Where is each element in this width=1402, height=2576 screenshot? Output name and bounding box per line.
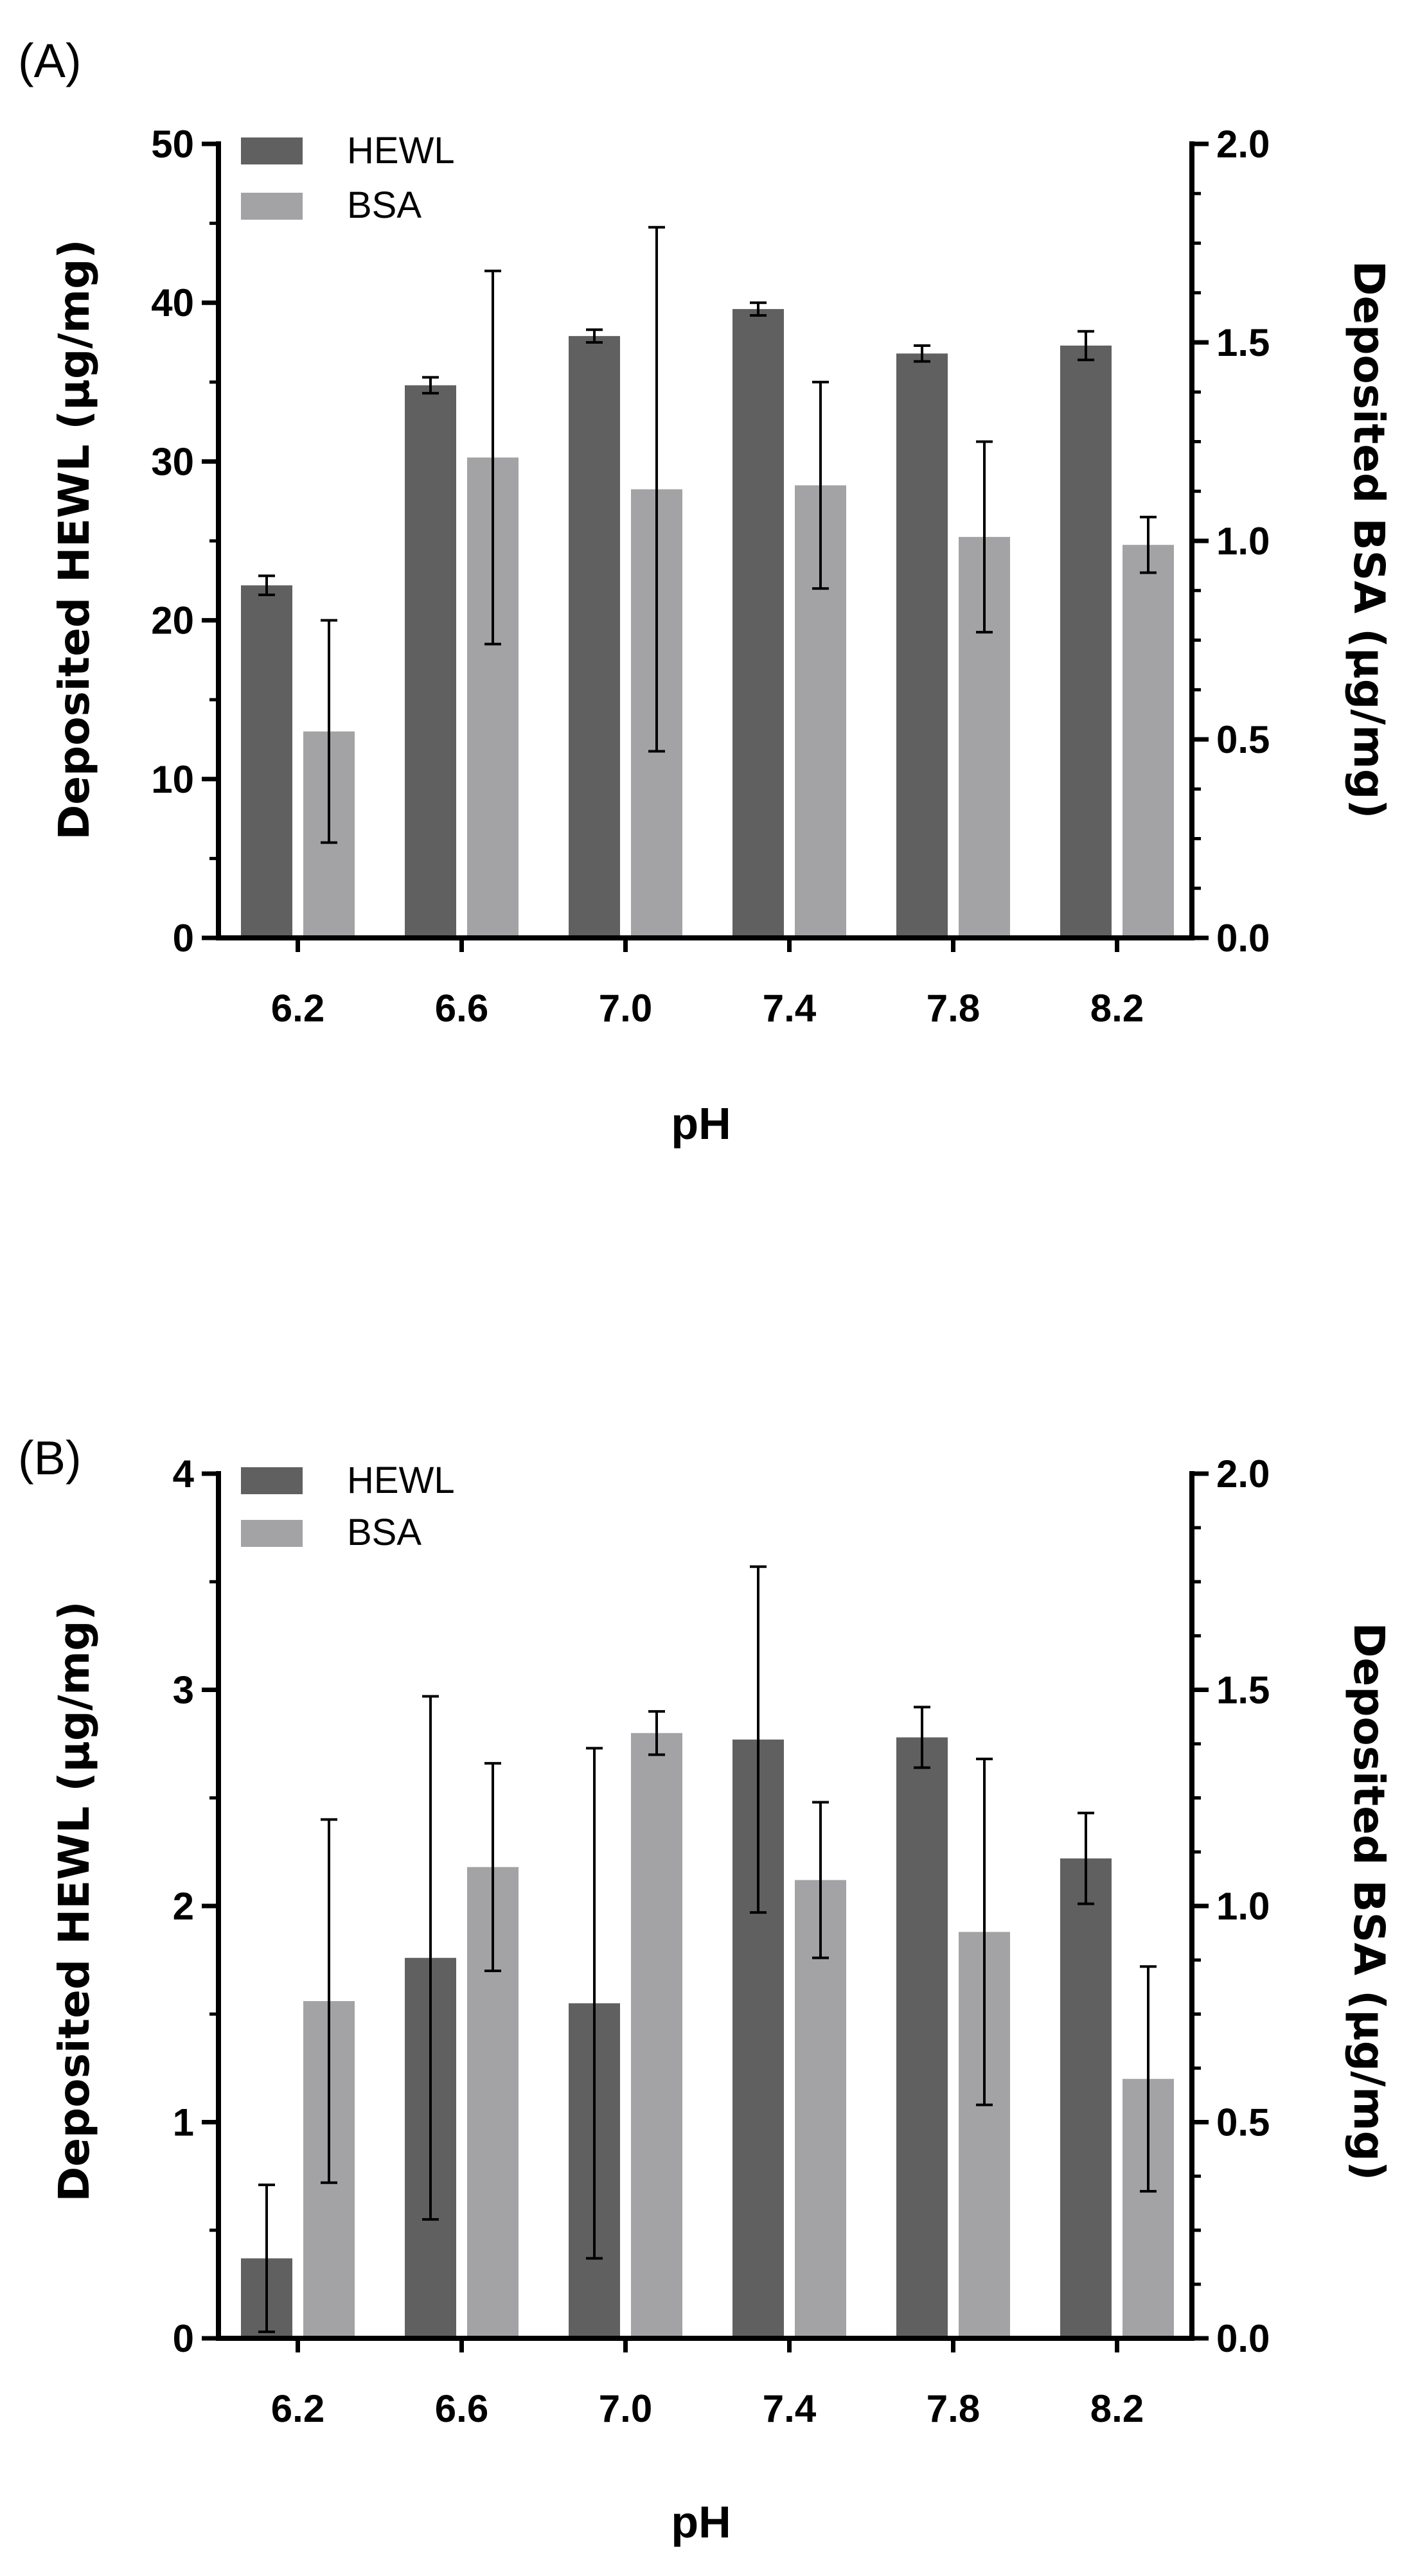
panel-b-x-tick-label-7.4: 7.4 bbox=[763, 2387, 817, 2430]
panel-a-left-tick-label: 10 bbox=[151, 758, 194, 801]
panel-a-plot-area: 0 10 20 30 40 50 0.0 0.5 1.0 1.5 2.0 6.2 6.6 7.0 7.4 7.… bbox=[151, 123, 1270, 1030]
panel-b-x-tick-label-8.2: 8.2 bbox=[1090, 2387, 1144, 2430]
panel-b-errorbar-bsa-6.6 bbox=[484, 1761, 501, 1972]
panel-b-x-tick-label-7.0: 7.0 bbox=[599, 2387, 652, 2430]
panel-b-errorbar-hewl-7.0 bbox=[586, 1747, 603, 2260]
panel-a-left-tick-label: 40 bbox=[151, 281, 194, 324]
panel-a-right-tick-label: 1.0 bbox=[1216, 520, 1270, 563]
panel-a-chart: (A) Deposited HEWL (μg/mg) Deposited BSA… bbox=[18, 34, 1394, 1149]
panel-a-errorbar-bsa-6.6 bbox=[484, 269, 501, 646]
panel-b-legend-bsa-swatch bbox=[241, 1520, 303, 1547]
panel-a-left-axis-title: Deposited HEWL (μg/mg) bbox=[49, 240, 99, 840]
panel-a-legend-bsa-swatch bbox=[241, 193, 303, 220]
panel-a-legend-hewl-label: HEWL bbox=[347, 130, 455, 172]
panel-a-errorbar-hewl-6.2 bbox=[258, 574, 275, 597]
panel-b-plot-area: 0 1 2 3 4 0.0 0.5 1.0 1.5 2.0 6.2 6.6 7.0 7.4 7.8 8.2 bbox=[173, 1452, 1270, 2430]
panel-b-errorbar-hewl-6.6 bbox=[422, 1695, 439, 2221]
panel-a-bar-hewl-8.2 bbox=[1060, 345, 1112, 938]
panel-b-chart: (B) Deposited HEWL (μg/mg) Deposited BSA… bbox=[18, 1431, 1394, 2547]
panel-b-errorbar-hewl-6.2 bbox=[258, 2183, 275, 2333]
panel-a-left-tick-label: 0 bbox=[173, 917, 194, 960]
panel-b-left-tick-label: 2 bbox=[173, 1885, 194, 1928]
panel-b-errorbar-bsa-7.0 bbox=[648, 1710, 665, 1756]
panel-b-left-axis-title: Deposited HEWL (μg/mg) bbox=[49, 1601, 99, 2202]
panel-b-x-tick-label-7.8: 7.8 bbox=[927, 2387, 980, 2430]
panel-b-left-tick-label: 1 bbox=[173, 2101, 194, 2144]
panel-b-x-tick-label-6.6: 6.6 bbox=[435, 2387, 488, 2430]
panel-b-right-tick-label: 1.5 bbox=[1216, 1669, 1270, 1712]
panel-a-x-tick-label-7.8: 7.8 bbox=[927, 987, 980, 1030]
panel-a-errorbar-hewl-7.8 bbox=[914, 344, 930, 363]
panel-a-right-tick-label: 2.0 bbox=[1216, 123, 1270, 166]
panel-a-errorbar-bsa-6.2 bbox=[321, 619, 337, 844]
panel-b-left-tick-label: 3 bbox=[173, 1669, 194, 1712]
panel-a-left-tick-label: 50 bbox=[151, 123, 194, 166]
panel-a-bar-hewl-6.2 bbox=[241, 585, 292, 938]
panel-a-bar-bsa-8.2 bbox=[1122, 545, 1174, 938]
panel-b-right-tick-label: 1.0 bbox=[1216, 1885, 1270, 1928]
panel-b-label: (B) bbox=[18, 1431, 82, 1485]
panel-a-bar-hewl-7.8 bbox=[896, 353, 948, 938]
panel-a-label: (A) bbox=[18, 34, 82, 87]
panel-a-left-tick-label: 20 bbox=[151, 599, 194, 642]
panel-b-bar-bsa-7.0 bbox=[631, 1733, 682, 2338]
panel-a-errorbar-hewl-6.6 bbox=[422, 376, 439, 395]
panel-a-legend-bsa-label: BSA bbox=[347, 184, 421, 226]
panel-b-errorbar-hewl-7.4 bbox=[750, 1565, 767, 1914]
panel-a-bar-hewl-7.0 bbox=[569, 336, 620, 938]
panel-b-right-tick-label: 0.5 bbox=[1216, 2101, 1270, 2144]
panel-a-x-tick-label-8.2: 8.2 bbox=[1090, 987, 1144, 1030]
panel-a-right-tick-label: 1.5 bbox=[1216, 321, 1270, 364]
panel-a-legend-hewl-swatch bbox=[241, 137, 303, 164]
panel-b-left-tick-label: 0 bbox=[173, 2317, 194, 2360]
panel-b-errorbar-hewl-7.8 bbox=[914, 1706, 930, 1769]
panel-b-legend-hewl-label: HEWL bbox=[347, 1460, 455, 1501]
panel-a-bar-hewl-6.6 bbox=[405, 385, 456, 938]
panel-a-x-tick-label-7.4: 7.4 bbox=[763, 987, 817, 1030]
panel-b-legend: HEWL BSA bbox=[241, 1460, 455, 1553]
panel-b-bar-hewl-8.2 bbox=[1060, 1858, 1112, 2338]
panel-a-errorbar-bsa-8.2 bbox=[1140, 515, 1157, 574]
panel-b-errorbar-bsa-7.4 bbox=[812, 1801, 829, 1959]
panel-a-errorbar-hewl-7.4 bbox=[750, 301, 767, 317]
panel-a-errorbar-hewl-8.2 bbox=[1078, 330, 1094, 362]
panel-b-legend-bsa-label: BSA bbox=[347, 1512, 421, 1553]
panel-b-errorbar-bsa-7.8 bbox=[976, 1758, 993, 2106]
panel-a-x-axis-title: pH bbox=[671, 1098, 731, 1149]
panel-a-errorbar-bsa-7.4 bbox=[812, 380, 829, 590]
panel-a-bar-hewl-7.4 bbox=[732, 309, 784, 938]
panel-a-errorbar-hewl-7.0 bbox=[586, 328, 603, 344]
panel-a-legend: HEWL BSA bbox=[241, 130, 455, 226]
panel-b-errorbar-hewl-8.2 bbox=[1078, 1812, 1094, 1905]
panel-a-right-tick-label: 0.5 bbox=[1216, 718, 1270, 761]
panel-a-errorbar-bsa-7.8 bbox=[976, 440, 993, 634]
panel-b-right-axis-title: Deposited BSA (μg/mg) bbox=[1344, 1623, 1394, 2181]
panel-b-bar-hewl-7.8 bbox=[896, 1737, 948, 2338]
panel-b-legend-hewl-swatch bbox=[241, 1467, 303, 1494]
panel-b-x-axis-title: pH bbox=[671, 2497, 731, 2547]
panel-b-right-tick-label: 0.0 bbox=[1216, 2317, 1270, 2360]
panel-a-errorbar-bsa-7.0 bbox=[648, 225, 665, 753]
panel-b-errorbar-bsa-6.2 bbox=[321, 1818, 337, 2184]
panel-b-left-tick-label: 4 bbox=[173, 1452, 195, 1495]
panel-b-errorbar-bsa-8.2 bbox=[1140, 1965, 1157, 2193]
panel-a-right-tick-label: 0.0 bbox=[1216, 917, 1270, 960]
panel-a-x-tick-label-6.2: 6.2 bbox=[271, 987, 324, 1030]
panel-a-left-tick-label: 30 bbox=[151, 440, 194, 483]
panel-a-right-axis-title: Deposited BSA (μg/mg) bbox=[1344, 261, 1394, 819]
panel-a-x-tick-label-6.6: 6.6 bbox=[435, 987, 488, 1030]
panel-b-x-tick-label-6.2: 6.2 bbox=[271, 2387, 324, 2430]
panel-a-x-tick-label-7.0: 7.0 bbox=[599, 987, 652, 1030]
panel-b-right-tick-label: 2.0 bbox=[1216, 1452, 1270, 1495]
